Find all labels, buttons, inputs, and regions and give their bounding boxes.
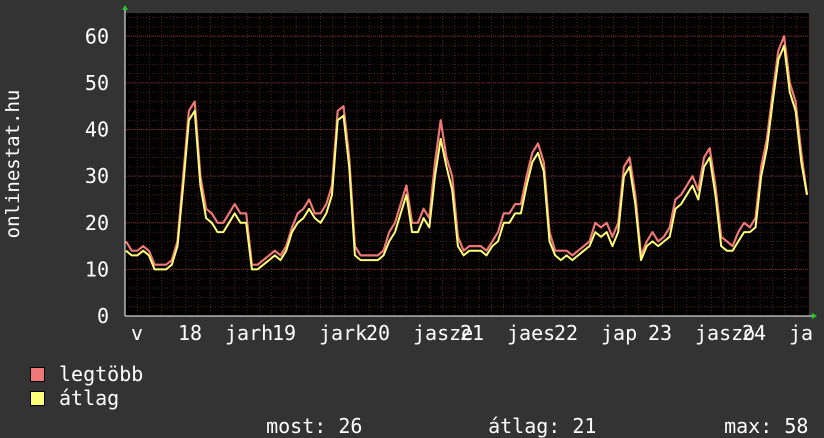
stat-avg-value: 21 xyxy=(572,414,597,438)
x-tick-label: jaszo xyxy=(695,321,755,345)
legend: legtöbb átlag xyxy=(30,362,143,410)
stat-max-value: 58 xyxy=(784,414,809,438)
y-tick-label: 0 xyxy=(97,304,109,328)
stat-avg: átlag: 21 xyxy=(464,390,596,438)
legend-swatch-max xyxy=(30,367,45,382)
legend-item-max: legtöbb xyxy=(30,362,143,386)
legend-swatch-avg xyxy=(30,391,45,406)
x-tick-label: jark xyxy=(319,321,367,345)
series-line-max xyxy=(125,35,809,266)
legend-item-avg: átlag xyxy=(30,386,143,410)
y-axis-label: onlinestat.hu xyxy=(2,90,22,239)
y-tick-label: 20 xyxy=(85,211,109,235)
grid xyxy=(124,13,810,317)
x-tick-label: 19 xyxy=(272,321,296,345)
y-tick-label: 40 xyxy=(85,118,109,142)
x-tick-label: jarh xyxy=(225,321,273,345)
x-tick-label: ja xyxy=(789,321,813,345)
x-tick-label: 20 xyxy=(366,321,390,345)
y-tick-label: 30 xyxy=(85,164,109,188)
x-tick-label: 18 xyxy=(178,321,202,345)
y-axis-arrow xyxy=(122,5,128,10)
stat-now-value: 26 xyxy=(338,414,363,438)
stat-avg-label: átlag: xyxy=(488,414,561,438)
legend-label-avg: átlag xyxy=(59,386,120,410)
series-layer xyxy=(125,35,809,271)
x-tick-label: 23 xyxy=(648,321,672,345)
axes xyxy=(122,5,817,319)
y-tick-labels: 0 10 20 30 40 50 60 xyxy=(85,24,109,328)
stat-max: max: 58 xyxy=(700,390,808,438)
stat-now-label: most: xyxy=(266,414,327,438)
x-tick-label: jasze xyxy=(413,321,473,345)
x-tick-label: 22 xyxy=(554,321,578,345)
x-tick-label: jaes xyxy=(507,321,555,345)
y-tick-label: 10 xyxy=(85,257,109,281)
x-tick-label: jap xyxy=(601,321,637,345)
x-axis-arrow xyxy=(812,313,817,319)
stat-now: most: 26 xyxy=(242,390,362,438)
series-line-avg xyxy=(125,44,808,271)
y-tick-label: 50 xyxy=(85,71,109,95)
x-tick-label: 21 xyxy=(460,321,484,345)
y-tick-label: 60 xyxy=(85,24,109,48)
y-axis-label-text: onlinestat.hu xyxy=(2,90,22,239)
stat-max-label: max: xyxy=(724,414,773,438)
legend-label-max: legtöbb xyxy=(59,362,144,386)
x-tick-label: 24 xyxy=(742,321,766,345)
x-tick-label: v xyxy=(131,321,143,345)
